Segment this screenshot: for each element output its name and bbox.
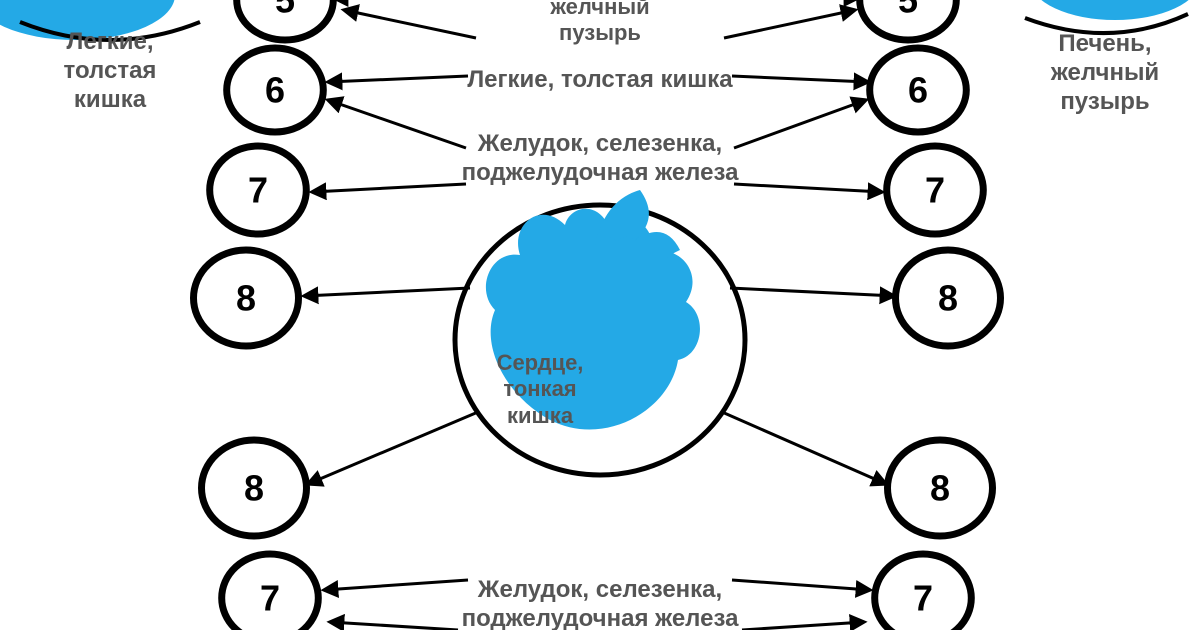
c3: Желудок, селезенка,поджелудочная железа (390, 576, 810, 630)
tooth-number: 8 (244, 468, 264, 509)
tooth-number: 7 (248, 170, 268, 211)
organ-blob (1030, 0, 1200, 20)
c1: Легкие, толстая кишка (390, 66, 810, 95)
connector-arrow (344, 10, 476, 38)
tooth-number: 7 (913, 578, 933, 619)
tooth-number: 6 (908, 70, 928, 111)
connector-arrow (308, 412, 478, 484)
liver-label: Печень,желчныйпузырь (1020, 30, 1190, 116)
connector-arrow (724, 10, 855, 38)
heart-label: Сердце,тонкаякишка (465, 350, 615, 429)
tooth-number: 7 (260, 578, 280, 619)
tooth-number: 8 (236, 278, 256, 319)
tooth-number: 8 (930, 468, 950, 509)
connector-arrow (722, 412, 886, 484)
tooth-number: 6 (265, 70, 285, 111)
c0: желчныйпузырь (470, 0, 730, 47)
tooth-number: 7 (925, 170, 945, 211)
tooth-number: 8 (938, 278, 958, 319)
tooth-number: 5 (275, 0, 295, 21)
diagram-root: 5 6 7 8 5 6 7 8 8 7 8 7 Легкие,толстаякишка Печень,ж… (0, 0, 1200, 630)
connector-arrow (730, 288, 894, 296)
c2: Желудок, селезенка,поджелудочная железа (390, 130, 810, 188)
tooth-number: 5 (898, 0, 918, 21)
connector-arrow (304, 288, 470, 296)
lungs-label: Легкие,толстаякишка (25, 28, 195, 114)
